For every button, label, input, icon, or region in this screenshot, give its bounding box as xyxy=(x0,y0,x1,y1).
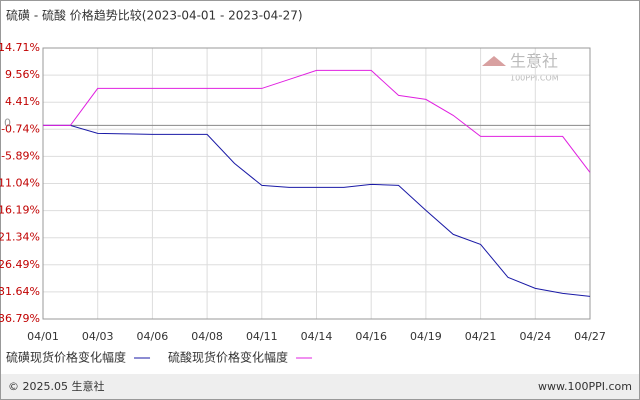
y-tick-label: -11.04% xyxy=(0,177,40,190)
y-tick-label: -5.89% xyxy=(1,149,40,162)
footer-left: © 2025.05 生意社 xyxy=(8,379,104,393)
legend-label: 硫磺现货价格变化幅度 xyxy=(6,350,126,365)
footer-right: www.100PPI.com xyxy=(538,380,632,393)
x-tick-label: 04/16 xyxy=(355,330,387,343)
x-tick-label: 04/03 xyxy=(82,330,114,343)
watermark-icon xyxy=(482,56,506,66)
x-tick-label: 04/01 xyxy=(27,330,59,343)
y-tick-label: 14.71% xyxy=(0,41,40,54)
x-tick-label: 04/21 xyxy=(465,330,497,343)
y-tick-label: -0.74% xyxy=(1,122,40,135)
watermark-name: 生意社 xyxy=(510,52,558,71)
baseline-label: 0 xyxy=(4,116,11,129)
y-tick-label: -36.79% xyxy=(0,312,40,325)
watermark-site: 100PPI.COM xyxy=(510,74,559,83)
footer-bar xyxy=(1,374,639,399)
legend-label: 硫酸现货价格变化幅度 xyxy=(168,350,288,365)
y-tick-label: -21.34% xyxy=(0,231,40,244)
x-tick-label: 04/24 xyxy=(519,330,551,343)
chart-title: 硫磺 - 硫酸 价格趋势比较(2023-04-01 - 2023-04-27) xyxy=(6,8,303,23)
x-tick-label: 04/06 xyxy=(137,330,169,343)
plot-frame xyxy=(42,47,591,320)
series-line xyxy=(43,124,591,297)
x-tick-label: 04/27 xyxy=(574,330,606,343)
series-line xyxy=(43,69,591,173)
y-tick-label: 9.56% xyxy=(5,68,40,81)
y-tick-label: 4.41% xyxy=(5,95,40,108)
watermark: 生意社 100PPI.COM xyxy=(482,52,559,83)
x-tick-label: 04/14 xyxy=(301,330,333,343)
y-tick-label: -26.49% xyxy=(0,258,40,271)
y-tick-label: -31.64% xyxy=(0,285,40,298)
x-tick-label: 04/11 xyxy=(246,330,278,343)
y-tick-label: -16.19% xyxy=(0,204,40,217)
x-tick-label: 04/19 xyxy=(410,330,442,343)
x-tick-label: 04/08 xyxy=(191,330,223,343)
